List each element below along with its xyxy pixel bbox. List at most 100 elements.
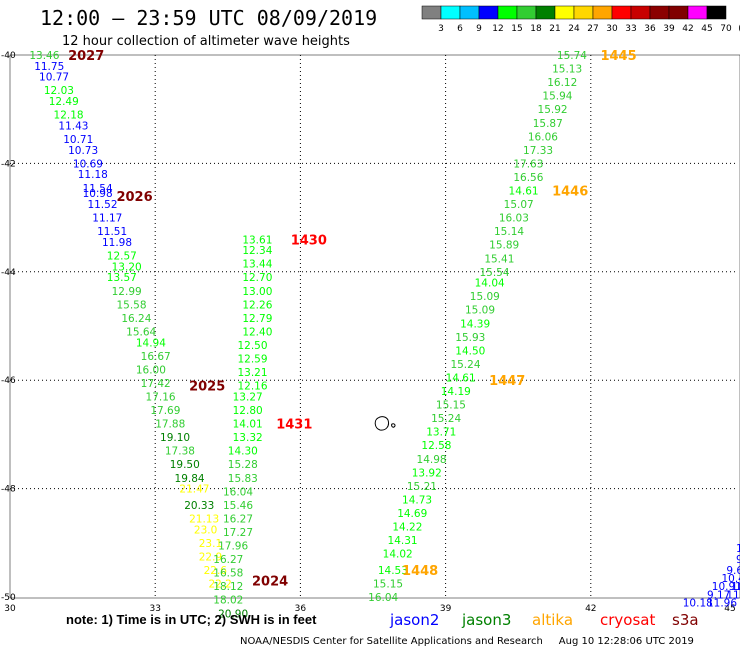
wave-height-value: 14.61 [509, 186, 539, 198]
color-swatch [573, 5, 594, 20]
wave-height-value: 14.39 [460, 318, 490, 330]
wave-height-value: 10.69 [73, 158, 103, 170]
latitude-tick-label: -42 [1, 159, 16, 169]
wave-height-value: 15.15 [373, 578, 403, 590]
wave-height-value: 13.61 [242, 234, 272, 246]
wave-height-value: 12.70 [242, 272, 272, 284]
wave-height-value: 17.96 [218, 541, 248, 553]
color-swatch [516, 5, 537, 20]
wave-height-value: 22.6 [204, 565, 228, 577]
wave-height-value: 19.50 [170, 459, 200, 471]
color-swatch [592, 5, 613, 20]
wave-height-value: 13.46 [29, 50, 59, 62]
wave-height-value: 19.10 [160, 432, 190, 444]
color-scale-label: 42 [682, 24, 693, 34]
longitude-tick-label: 39 [440, 604, 452, 614]
wave-height-value: 14.69 [397, 508, 427, 520]
color-swatch [535, 5, 556, 20]
satellite-name: altika [532, 611, 573, 629]
wave-height-value: 15.21 [407, 481, 437, 493]
wave-height-value: 12.50 [237, 340, 267, 352]
color-swatch [706, 5, 727, 20]
color-scale-label: 6 [457, 24, 463, 34]
latitude-tick-label: -44 [1, 268, 16, 278]
wave-height-value: 17.42 [141, 378, 171, 390]
wave-height-value: 10.40 [721, 573, 740, 585]
wave-height-value: 17.16 [146, 391, 176, 403]
wave-height-value: 12.49 [49, 96, 79, 108]
wave-height-value: 15.09 [470, 291, 500, 303]
wave-height-value: 14.01 [233, 419, 263, 431]
longitude-tick-label: 30 [4, 604, 16, 614]
wave-height-value: 11.18 [78, 169, 108, 181]
wave-height-value: 11.96 [707, 597, 737, 609]
wave-height-value: 10.73 [68, 145, 98, 157]
pass-time-label: 1447 [489, 374, 525, 389]
wave-height-value: 15.87 [533, 118, 563, 130]
wave-height-value: 11.98 [102, 237, 132, 249]
wave-height-value: 15.24 [431, 413, 461, 425]
wave-height-value: 13.92 [412, 467, 442, 479]
wave-height-value: 17.38 [165, 446, 195, 458]
pass-time-label: 2027 [68, 49, 104, 64]
wave-height-value: 9.17 [707, 589, 730, 601]
wave-height-value: 14.30 [228, 446, 258, 458]
wave-height-value: 12.40 [242, 326, 272, 338]
wave-height-value: 19.84 [175, 473, 205, 485]
color-swatch [687, 5, 708, 20]
wave-height-value: 22.2 [208, 578, 231, 590]
wave-height-value: 21.47 [179, 484, 209, 496]
wave-height-value: 14.98 [417, 454, 447, 466]
satellite-legend: jason2 jason3 altika cryosat s3a [389, 611, 699, 629]
wave-height-value: 13.21 [237, 367, 267, 379]
wave-height-value: 20.33 [184, 500, 214, 512]
wave-height-value: 11.52 [87, 199, 117, 211]
wave-height-value: 12.26 [242, 299, 272, 311]
wave-height-value: 11.51 [97, 226, 127, 238]
wave-height-value: 16.06 [528, 131, 558, 143]
wave-height-value: 15.24 [450, 359, 480, 371]
wave-height-value: 15.13 [552, 64, 582, 76]
wave-height-value: 15.41 [484, 253, 514, 265]
wave-height-value: 10.18 [683, 597, 713, 609]
wave-height-value: 15.54 [479, 267, 509, 279]
wave-height-value: 10.91 [712, 581, 740, 593]
wave-height-value: 17.69 [150, 405, 180, 417]
satellite-name: jason3 [461, 611, 511, 629]
wave-height-value: 16.12 [547, 77, 577, 89]
latitude-tick-label: -50 [1, 593, 16, 603]
wave-height-value: 10.3 [736, 543, 740, 555]
wave-height-value: 12.34 [242, 245, 272, 257]
wave-height-value: 12.59 [237, 354, 267, 366]
credit-org: NOAA/NESDIS Center for Satellite Applica… [240, 636, 543, 647]
wave-height-value: 15.92 [538, 104, 568, 116]
wave-height-value: 12.57 [107, 251, 137, 263]
wave-height-value: 14.61 [446, 372, 476, 384]
wave-height-value: 15.64 [126, 326, 156, 338]
wave-height-value: 13.57 [107, 272, 137, 284]
wave-height-value: 10.71 [63, 134, 93, 146]
wave-height-value: 15.09 [465, 305, 495, 317]
wave-height-value: 17.33 [523, 145, 553, 157]
wave-height-value: 21.13 [189, 513, 219, 525]
wave-height-value: 17.63 [513, 158, 543, 170]
longitude-tick-label: 33 [149, 604, 160, 614]
footnote: note: 1) Time is in UTC; 2) SWH is in fe… [66, 612, 317, 627]
wave-height-value: 20.90 [218, 608, 248, 620]
wave-height-value: 13.44 [242, 259, 272, 271]
page-title: 12:00 – 23:59 UTC 08/09/2019 [40, 6, 378, 30]
wave-height-value: 15.46 [223, 500, 253, 512]
satellite-name: jason2 [389, 611, 439, 629]
pass-time-label: 1448 [402, 564, 438, 579]
wave-height-value: 15.89 [489, 240, 519, 252]
wave-height-value: 15.07 [504, 199, 534, 211]
wave-height-value: 15.14 [494, 226, 524, 238]
map-grid [10, 55, 736, 597]
color-scale-label: 18 [530, 24, 542, 34]
wave-height-value: 15.93 [455, 332, 485, 344]
wave-height-value: 10.77 [39, 72, 69, 84]
color-scale-label: 39 [663, 24, 675, 34]
color-scale-label: 33 [625, 24, 636, 34]
wave-height-value: 11.21 [726, 589, 740, 601]
